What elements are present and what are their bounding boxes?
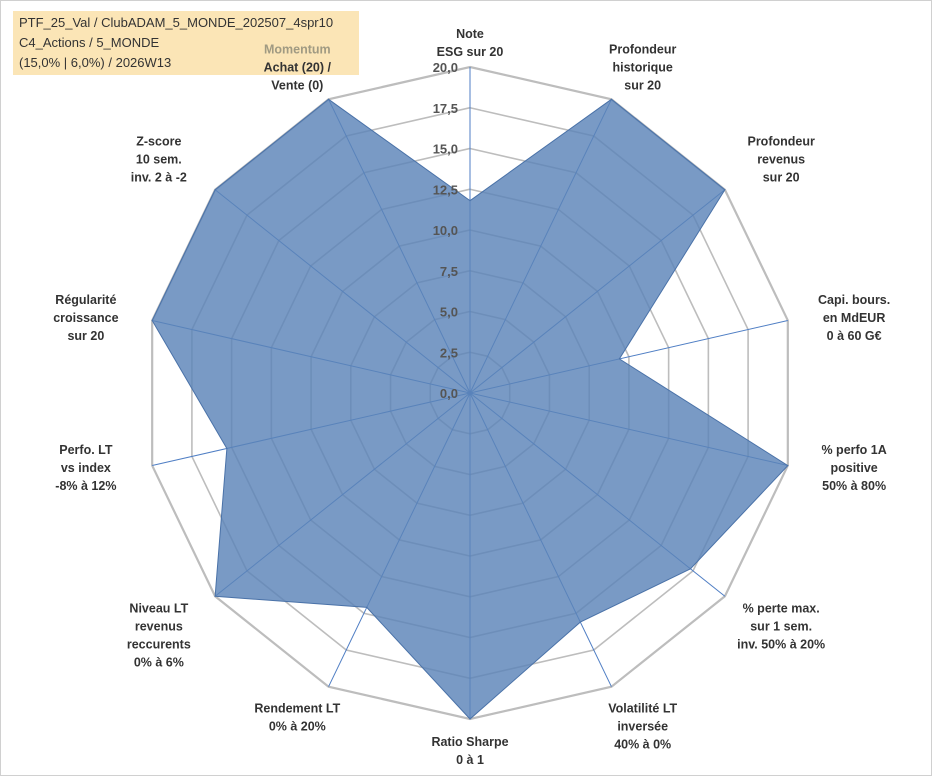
data-point <box>579 621 581 623</box>
axis-label: Z-score 10 sem. inv. 2 à -2 <box>131 134 187 184</box>
data-point <box>214 595 216 597</box>
data-point <box>610 98 612 100</box>
axis-label: Profondeur revenus sur 20 <box>747 134 814 184</box>
axis-label: Ratio Sharpe 0 à 1 <box>431 735 508 767</box>
radial-tick-label: 17,5 <box>433 101 458 116</box>
portfolio-info-box: PTF_25_Val / ClubADAM_5_MONDE_202507_4sp… <box>13 11 359 75</box>
radial-tick-labels: 0,0 2,5 5,0 7,5 10,0 12,5 15,0 17,5 20,0 <box>433 60 458 401</box>
axis-label: Note ESG sur 20 <box>437 27 504 59</box>
data-point <box>469 718 471 720</box>
axis-label: Perfo. LT vs index -8% à 12% <box>55 443 116 493</box>
data-point <box>366 606 368 608</box>
axis-label: Momentum Achat (20) / Vente (0) <box>264 42 332 92</box>
axis-label: % perte max. sur 1 sem. inv. 50% à 20% <box>737 602 825 652</box>
radial-tick-label: 20,0 <box>433 60 458 75</box>
data-point <box>689 568 691 570</box>
category-labels: Note ESG sur 20 Profondeur historique sur 20… <box>53 27 890 767</box>
axis-label: Régularité croissance sur 20 <box>53 293 118 343</box>
radial-tick-label: 12,5 <box>433 182 458 197</box>
portfolio-params: (15,0% | 6,0%) / 2026W13 <box>19 55 172 70</box>
data-point <box>328 98 330 100</box>
data-point <box>618 358 620 360</box>
data-point <box>226 447 228 449</box>
radial-tick-label: 5,0 <box>440 305 458 320</box>
axis-label: Niveau LT revenus reccurents 0% à 6% <box>127 602 191 670</box>
radial-tick-label: 0,0 <box>440 386 458 401</box>
data-point <box>724 189 726 191</box>
radial-tick-label: 15,0 <box>433 142 458 157</box>
radial-tick-label: 2,5 <box>440 345 458 360</box>
axis-label: % perfo 1A positive 50% à 80% <box>821 443 886 493</box>
data-point <box>214 189 216 191</box>
radial-tick-label: 7,5 <box>440 264 458 279</box>
data-point <box>469 200 471 202</box>
axis-label: Capi. bours. en MdEUR 0 à 60 G€ <box>818 293 890 343</box>
radar-series <box>151 98 789 720</box>
portfolio-name: PTF_25_Val / ClubADAM_5_MONDE_202507_4sp… <box>19 15 334 30</box>
portfolio-category: C4_Actions / 5_MONDE <box>19 35 160 50</box>
axis-label: Rendement LT 0% à 20% <box>254 702 340 734</box>
axis-label: Profondeur historique sur 20 <box>609 42 676 92</box>
radial-tick-label: 10,0 <box>433 223 458 238</box>
data-point <box>151 319 153 321</box>
axis-label: Volatilité LT inversée 40% à 0% <box>608 702 677 752</box>
data-point <box>787 465 789 467</box>
